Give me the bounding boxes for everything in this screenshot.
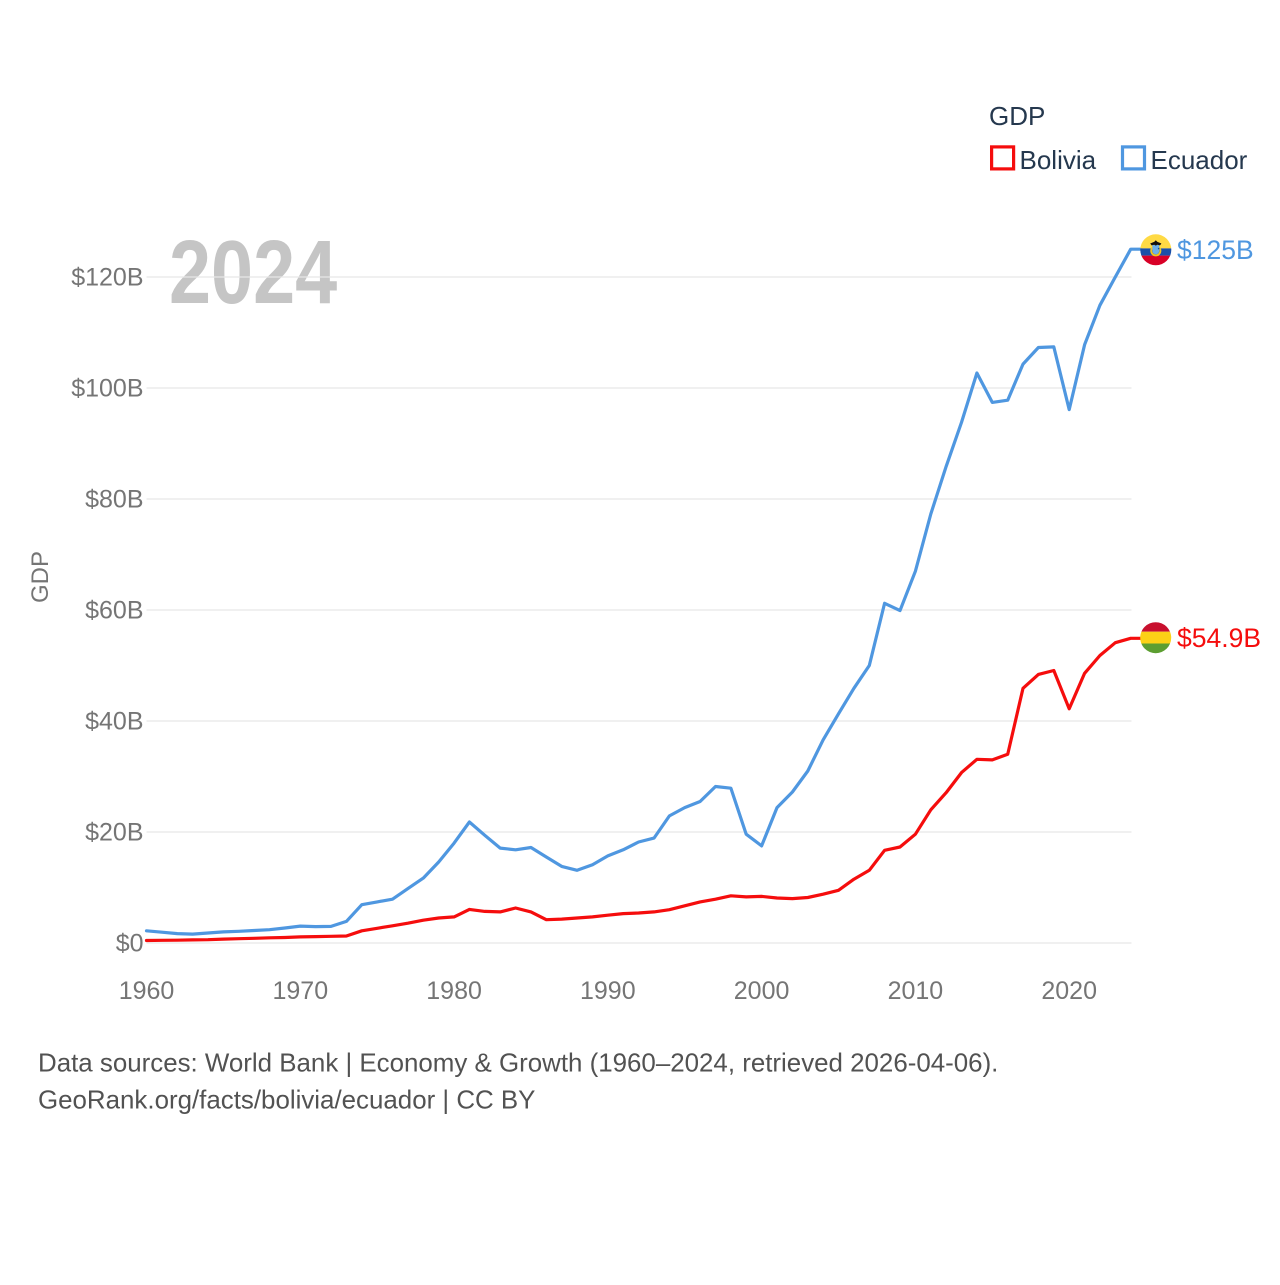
svg-text:$0: $0 bbox=[116, 930, 144, 958]
svg-text:1980: 1980 bbox=[426, 977, 482, 1005]
svg-text:2020: 2020 bbox=[1041, 977, 1097, 1005]
svg-text:Data sources: World Bank | Eco: Data sources: World Bank | Economy & Gro… bbox=[38, 1050, 998, 1078]
svg-text:GeoRank.org/facts/bolivia/ecua: GeoRank.org/facts/bolivia/ecuador | CC B… bbox=[38, 1087, 535, 1115]
svg-text:1960: 1960 bbox=[119, 977, 175, 1005]
svg-text:2000: 2000 bbox=[734, 977, 790, 1005]
svg-text:Bolivia: Bolivia bbox=[1020, 145, 1097, 175]
svg-text:2010: 2010 bbox=[888, 977, 944, 1005]
svg-text:GDP: GDP bbox=[27, 551, 54, 603]
svg-text:Ecuador: Ecuador bbox=[1151, 145, 1248, 175]
svg-text:1990: 1990 bbox=[580, 977, 636, 1005]
svg-text:2024: 2024 bbox=[169, 222, 337, 323]
svg-text:$40B: $40B bbox=[85, 708, 143, 736]
svg-text:$20B: $20B bbox=[85, 819, 143, 847]
svg-text:$100B: $100B bbox=[71, 375, 143, 403]
svg-text:$120B: $120B bbox=[71, 264, 143, 292]
svg-text:$54.9B: $54.9B bbox=[1177, 623, 1261, 653]
svg-text:$80B: $80B bbox=[85, 486, 143, 514]
svg-text:$125B: $125B bbox=[1177, 235, 1254, 265]
svg-text:GDP: GDP bbox=[989, 101, 1045, 131]
svg-text:1970: 1970 bbox=[272, 977, 328, 1005]
svg-text:$60B: $60B bbox=[85, 597, 143, 625]
